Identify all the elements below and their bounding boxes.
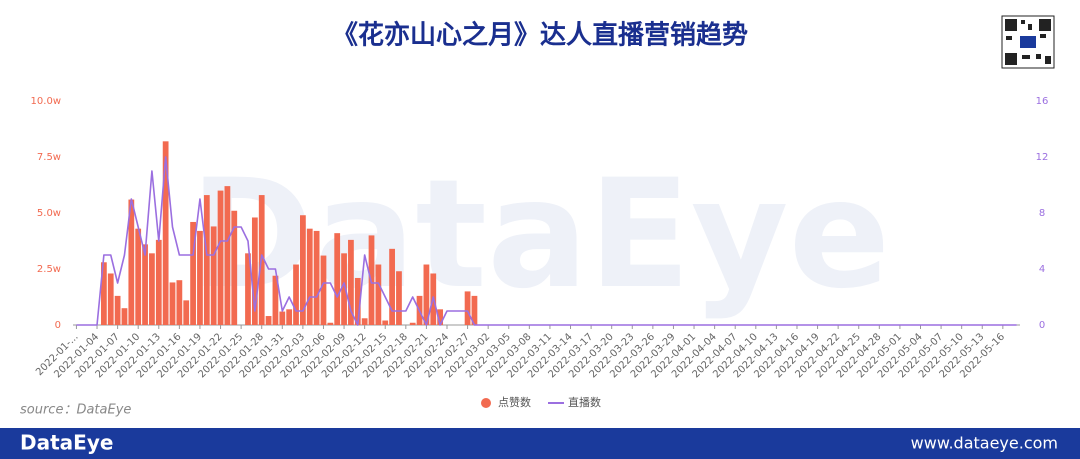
bar bbox=[272, 275, 279, 325]
qr-code bbox=[1001, 15, 1055, 69]
bar bbox=[107, 273, 114, 325]
bar bbox=[348, 239, 354, 325]
y2-tick-label: 4 bbox=[1039, 264, 1045, 275]
y-tick-label: 7.5w bbox=[37, 152, 61, 163]
y2-tick-label: 8 bbox=[1039, 208, 1045, 219]
y-tick-label: 5.0w bbox=[37, 208, 61, 219]
bar bbox=[100, 262, 107, 325]
bar bbox=[176, 280, 183, 325]
bar bbox=[114, 295, 121, 325]
bar bbox=[437, 309, 444, 325]
bar bbox=[149, 253, 155, 325]
bar bbox=[471, 295, 478, 325]
bar bbox=[245, 253, 251, 325]
watermark: DataEye bbox=[190, 148, 891, 322]
bar bbox=[197, 230, 203, 325]
y-tick-label: 2.5w bbox=[37, 264, 61, 275]
bar bbox=[217, 190, 224, 325]
legend-label: 点赞数 bbox=[498, 396, 531, 409]
bar bbox=[354, 277, 361, 325]
bar bbox=[306, 228, 313, 325]
bar bbox=[162, 141, 169, 325]
bar bbox=[464, 291, 471, 325]
bar bbox=[121, 308, 128, 325]
bar bbox=[375, 264, 382, 325]
y-tick-label: 10.0w bbox=[31, 96, 61, 107]
bar bbox=[334, 233, 341, 325]
line bbox=[76, 156, 1017, 326]
bar bbox=[155, 239, 162, 325]
bar bbox=[313, 230, 320, 325]
bar bbox=[279, 311, 286, 325]
bar bbox=[265, 316, 272, 325]
footer-brand: DataEye bbox=[20, 431, 113, 455]
bar bbox=[169, 282, 176, 325]
bar bbox=[409, 322, 416, 325]
footer-bar bbox=[0, 428, 1080, 459]
bar bbox=[142, 244, 148, 325]
bar bbox=[183, 300, 190, 325]
y2-tick-label: 16 bbox=[1036, 96, 1049, 107]
bar bbox=[286, 309, 293, 325]
bar bbox=[327, 322, 334, 325]
bar bbox=[293, 264, 299, 325]
bar bbox=[128, 199, 135, 325]
bar bbox=[300, 215, 306, 325]
bar bbox=[190, 221, 196, 325]
y2-tick-label: 12 bbox=[1036, 152, 1049, 163]
legend-label: 直播数 bbox=[568, 395, 601, 409]
bar bbox=[382, 320, 389, 325]
bar bbox=[203, 195, 210, 325]
y-tick-label: 0 bbox=[55, 320, 61, 331]
bar bbox=[210, 226, 217, 325]
bar bbox=[135, 228, 142, 325]
source: source：DataEye bbox=[20, 403, 131, 418]
bar bbox=[320, 255, 327, 325]
bar bbox=[224, 186, 231, 325]
bar bbox=[341, 253, 347, 325]
legend-swatch bbox=[481, 398, 491, 408]
footer-url: www.dataeye.com bbox=[911, 434, 1058, 453]
chart-title: 《花亦山心之月》达人直播营销趋势 bbox=[332, 20, 748, 51]
bar bbox=[361, 318, 368, 325]
bar bbox=[423, 264, 430, 325]
bar bbox=[251, 217, 258, 325]
bar bbox=[231, 210, 238, 325]
y2-tick-label: 0 bbox=[1039, 320, 1045, 331]
bar bbox=[396, 271, 402, 325]
bar bbox=[389, 248, 395, 325]
